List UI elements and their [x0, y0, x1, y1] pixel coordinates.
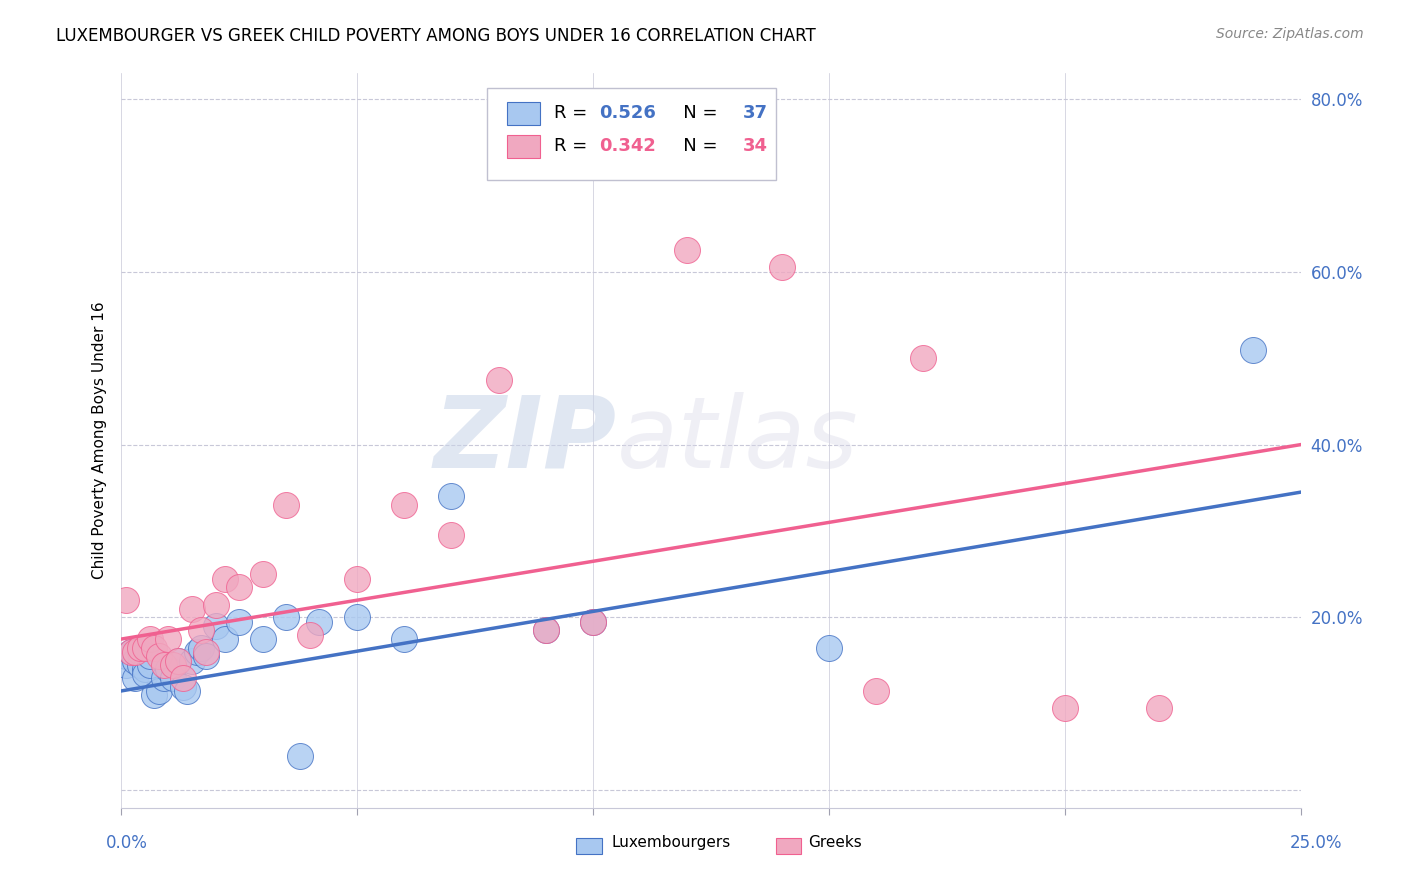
- Point: [676, 243, 699, 257]
- Text: N =: N =: [666, 104, 723, 122]
- Point: [214, 572, 236, 586]
- Point: [134, 640, 156, 655]
- Text: R =: R =: [554, 104, 593, 122]
- Point: [440, 490, 463, 504]
- Point: [582, 615, 605, 629]
- Point: [195, 645, 218, 659]
- Point: [181, 602, 204, 616]
- Point: [172, 671, 194, 685]
- FancyBboxPatch shape: [486, 87, 776, 179]
- Point: [770, 260, 793, 275]
- Point: [115, 649, 138, 664]
- Text: 37: 37: [742, 104, 768, 122]
- Point: [1147, 701, 1170, 715]
- Point: [252, 632, 274, 646]
- Point: [157, 632, 180, 646]
- Point: [124, 671, 146, 685]
- Point: [134, 666, 156, 681]
- Point: [308, 615, 330, 629]
- Point: [195, 649, 218, 664]
- Text: N =: N =: [666, 137, 723, 155]
- Point: [176, 684, 198, 698]
- Point: [129, 658, 152, 673]
- Point: [162, 658, 184, 673]
- Point: [120, 645, 142, 659]
- Text: Source: ZipAtlas.com: Source: ZipAtlas.com: [1216, 27, 1364, 41]
- Point: [190, 624, 212, 638]
- Point: [394, 632, 416, 646]
- Point: [534, 624, 557, 638]
- Point: [143, 640, 166, 655]
- Point: [148, 684, 170, 698]
- Point: [138, 658, 160, 673]
- Point: [290, 748, 312, 763]
- Point: [148, 649, 170, 664]
- Point: [818, 640, 841, 655]
- Text: 34: 34: [742, 137, 768, 155]
- Point: [124, 645, 146, 659]
- Y-axis label: Child Poverty Among Boys Under 16: Child Poverty Among Boys Under 16: [93, 301, 107, 579]
- Point: [204, 619, 226, 633]
- Text: R =: R =: [554, 137, 593, 155]
- Point: [157, 662, 180, 676]
- FancyBboxPatch shape: [508, 102, 540, 125]
- Text: 0.342: 0.342: [599, 137, 655, 155]
- Point: [138, 649, 160, 664]
- Point: [912, 351, 935, 366]
- Point: [134, 662, 156, 676]
- Point: [394, 498, 416, 512]
- Point: [582, 615, 605, 629]
- Point: [534, 624, 557, 638]
- Point: [346, 610, 368, 624]
- Point: [298, 628, 321, 642]
- Point: [115, 593, 138, 607]
- Text: Greeks: Greeks: [808, 836, 862, 850]
- Point: [129, 640, 152, 655]
- Point: [214, 632, 236, 646]
- Text: 25.0%: 25.0%: [1291, 834, 1343, 852]
- Point: [865, 684, 887, 698]
- Text: atlas: atlas: [617, 392, 858, 489]
- Point: [129, 645, 152, 659]
- Text: Luxembourgers: Luxembourgers: [612, 836, 731, 850]
- Point: [488, 373, 510, 387]
- Point: [138, 632, 160, 646]
- Point: [1243, 343, 1265, 357]
- FancyBboxPatch shape: [508, 135, 540, 158]
- Text: ZIP: ZIP: [433, 392, 617, 489]
- Point: [172, 680, 194, 694]
- Text: LUXEMBOURGER VS GREEK CHILD POVERTY AMONG BOYS UNDER 16 CORRELATION CHART: LUXEMBOURGER VS GREEK CHILD POVERTY AMON…: [56, 27, 815, 45]
- Point: [228, 615, 250, 629]
- Point: [186, 645, 208, 659]
- Point: [152, 671, 174, 685]
- Point: [120, 645, 142, 659]
- Point: [143, 688, 166, 702]
- Point: [204, 598, 226, 612]
- Point: [228, 580, 250, 594]
- Point: [276, 610, 298, 624]
- Point: [276, 498, 298, 512]
- Point: [1053, 701, 1076, 715]
- Text: 0.526: 0.526: [599, 104, 655, 122]
- Point: [252, 567, 274, 582]
- Point: [124, 654, 146, 668]
- Point: [346, 572, 368, 586]
- Point: [181, 654, 204, 668]
- Point: [162, 671, 184, 685]
- Point: [115, 658, 138, 673]
- Point: [152, 658, 174, 673]
- Point: [166, 654, 188, 668]
- Point: [440, 528, 463, 542]
- Text: 0.0%: 0.0%: [105, 834, 148, 852]
- Point: [166, 654, 188, 668]
- Point: [190, 640, 212, 655]
